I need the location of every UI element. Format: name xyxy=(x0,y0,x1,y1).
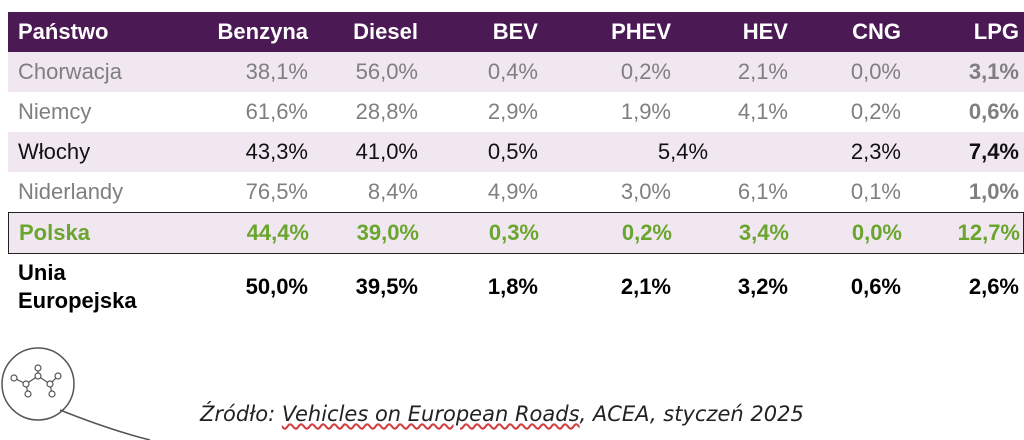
cell-bev: 4,9% xyxy=(487,179,538,204)
cell-lpg: 12,7% xyxy=(957,220,1020,245)
cell-phev: 2,1% xyxy=(620,274,671,299)
header-lpg: LPG xyxy=(973,19,1019,44)
cell-lpg: 2,6% xyxy=(968,274,1019,299)
country-name-line1: Unia xyxy=(18,260,66,285)
table-row-polska: Polska 44,4% 39,0% 0,3% 0,2% 3,4% 0,0% 1… xyxy=(8,212,1024,254)
table-row-niderlandy: Niderlandy 76,5% 8,4% 4,9% 3,0% 6,1% 0,1… xyxy=(8,172,1024,212)
cell-lpg: 0,6% xyxy=(968,99,1019,124)
cell-phev: 0,2% xyxy=(621,220,672,245)
cell-diesel: 39,5% xyxy=(355,274,418,299)
cell-benzyna: 76,5% xyxy=(245,179,308,204)
cell-lpg: 3,1% xyxy=(968,59,1019,84)
cell-cng: 0,6% xyxy=(850,274,901,299)
cell-bev: 1,8% xyxy=(487,274,538,299)
cell-lpg: 7,4% xyxy=(968,139,1019,164)
cell-diesel: 39,0% xyxy=(356,220,419,245)
country-name: Włochy xyxy=(18,139,91,164)
cell-bev: 0,3% xyxy=(488,220,539,245)
header-hev: HEV xyxy=(742,19,788,44)
cell-phev: 0,2% xyxy=(620,59,671,84)
country-name: Chorwacja xyxy=(18,59,122,84)
cell-diesel: 56,0% xyxy=(355,59,418,84)
cell-diesel: 41,0% xyxy=(355,139,418,164)
cell-diesel: 8,4% xyxy=(367,179,418,204)
header-phev: PHEV xyxy=(611,19,671,44)
cell-bev: 0,4% xyxy=(487,59,538,84)
cell-hev: 6,1% xyxy=(737,179,788,204)
cell-benzyna: 43,3% xyxy=(245,139,308,164)
header-cng: CNG xyxy=(852,19,901,44)
table-row-chorwacja: Chorwacja 38,1% 56,0% 0,4% 0,2% 2,1% 0,0… xyxy=(8,52,1024,92)
header-diesel: Diesel xyxy=(353,19,418,44)
header-benzyna: Benzyna xyxy=(217,19,308,44)
cell-phev-hev-merged: 5,4% xyxy=(657,139,709,164)
source-prefix: Źródło: xyxy=(200,402,282,426)
header-country: Państwo xyxy=(18,19,109,44)
cell-hev: 3,4% xyxy=(738,220,789,245)
cell-cng: 2,3% xyxy=(850,139,901,164)
cell-hev: 3,2% xyxy=(737,274,788,299)
cell-hev: 4,1% xyxy=(737,99,788,124)
header-bev: BEV xyxy=(492,19,538,44)
cell-benzyna: 61,6% xyxy=(245,99,308,124)
table-header-row: Państwo Benzyna Diesel BEV PHEV HEV CNG … xyxy=(8,12,1024,52)
cell-phev: 3,0% xyxy=(620,179,671,204)
table-row-niemcy: Niemcy 61,6% 28,8% 2,9% 1,9% 4,1% 0,2% 0… xyxy=(8,92,1024,132)
source-suffix: , ACEA, styczeń 2025 xyxy=(579,402,804,426)
cell-hev: 2,1% xyxy=(737,59,788,84)
source-title: Vehicles on European Roads xyxy=(281,402,580,426)
molecule-decoration-icon xyxy=(1,347,151,440)
cell-benzyna: 38,1% xyxy=(245,59,308,84)
cell-cng: 0,0% xyxy=(850,59,901,84)
source-caption: Źródło: Vehicles on European Roads, ACEA… xyxy=(200,402,804,426)
table-row-unia-europejska: Unia Europejska 50,0% 39,5% 1,8% 2,1% 3,… xyxy=(8,254,1024,320)
country-name: Niemcy xyxy=(18,99,92,124)
cell-phev: 1,9% xyxy=(620,99,671,124)
country-name-line2: Europejska xyxy=(18,288,137,313)
country-name: Polska xyxy=(19,220,90,245)
cell-bev: 2,9% xyxy=(487,99,538,124)
table-row-wlochy: Włochy 43,3% 41,0% 0,5% 5,4% 2,3% 7,4% xyxy=(8,132,1024,172)
country-name: Unia Europejska xyxy=(8,259,188,315)
cell-lpg: 1,0% xyxy=(968,179,1019,204)
cell-bev: 0,5% xyxy=(487,139,538,164)
fuel-share-table: Państwo Benzyna Diesel BEV PHEV HEV CNG … xyxy=(8,12,1024,320)
cell-cng: 0,2% xyxy=(850,99,901,124)
cell-cng: 0,0% xyxy=(851,220,902,245)
cell-diesel: 28,8% xyxy=(355,99,418,124)
cell-benzyna: 50,0% xyxy=(245,274,308,299)
cell-cng: 0,1% xyxy=(850,179,901,204)
cell-benzyna: 44,4% xyxy=(246,220,309,245)
country-name: Niderlandy xyxy=(18,179,124,204)
